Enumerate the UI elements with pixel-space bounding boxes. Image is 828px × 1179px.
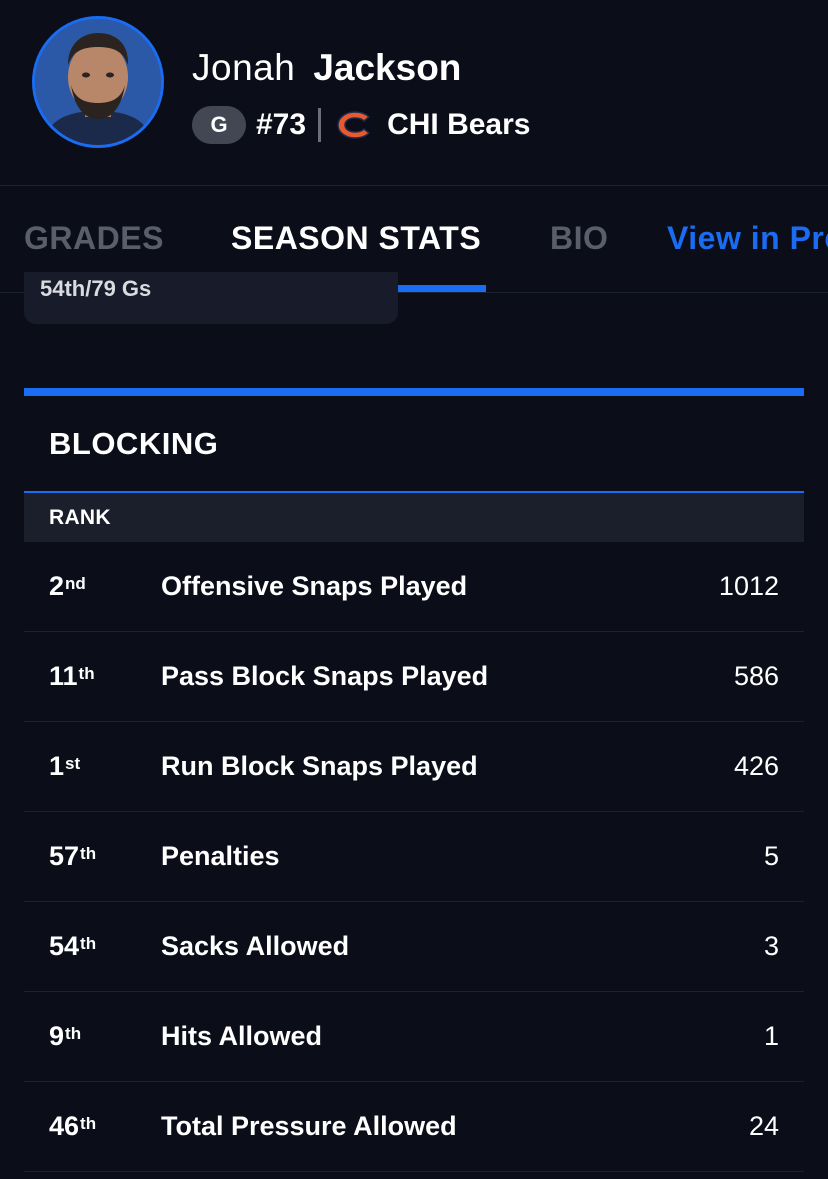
stats-table: 2nd Offensive Snaps Played 1012 11th Pas… [24,542,804,1172]
table-row: 2nd Offensive Snaps Played 1012 [24,542,804,632]
row-value: 1012 [718,571,779,601]
row-value: 3 [763,931,779,961]
rank-suffix: nd [65,574,86,593]
table-row: 54th Sacks Allowed 3 [24,902,804,992]
player-name: Jonah Jackson [192,44,461,92]
section-divider [24,491,804,493]
row-value: 1 [763,1021,779,1051]
section-accent-bar [24,388,804,396]
row-label: Penalties [161,841,280,871]
rank-suffix: th [80,844,97,863]
row-value: 586 [733,661,779,691]
previous-stat-card: 54th/79 Gs [24,272,398,324]
rank-suffix: th [65,1024,82,1043]
rank-suffix: th [80,934,97,953]
row-rank: 1st [49,750,80,782]
player-avatar [32,16,164,148]
rank-number: 1 [49,751,65,781]
tab-bar: GRADES SEASON STATS BIO View in Pre [0,186,828,293]
row-label: Sacks Allowed [161,931,350,961]
rank-number: 9 [49,1021,65,1051]
row-value: 5 [763,841,779,871]
row-label: Hits Allowed [161,1021,323,1051]
table-row: 11th Pass Block Snaps Played 586 [24,632,804,722]
rank-suffix: th [78,664,95,683]
row-value: 426 [733,751,779,781]
rank-number: 57 [49,841,80,871]
rank-number: 2 [49,571,65,601]
rank-number: 46 [49,1111,80,1141]
row-label: Pass Block Snaps Played [161,661,489,691]
table-row: 57th Penalties 5 [24,812,804,902]
rank-column-header: RANK [24,493,804,542]
team-name[interactable]: CHI Bears [387,108,531,141]
row-label: Offensive Snaps Played [161,571,468,601]
player-first-name: Jonah [192,47,296,88]
rank-number: 54 [49,931,80,961]
player-last-name: Jackson [313,47,462,88]
player-header: Jonah Jackson G #73 CHI Bears [0,0,828,186]
row-rank: 2nd [49,570,86,602]
row-rank: 11th [49,660,95,692]
table-row: 1st Run Block Snaps Played 426 [24,722,804,812]
jersey-number: #73 [256,108,307,141]
rank-number: 11 [49,661,78,691]
tab-view-in-premium-link[interactable]: View in Pre [667,220,828,256]
position-badge: G [192,106,246,144]
section-title: BLOCKING [49,426,219,461]
table-row: 46th Total Pressure Allowed 24 [24,1082,804,1172]
row-rank: 46th [49,1110,96,1142]
rank-suffix: st [65,754,81,773]
player-meta: G #73 CHI Bears [192,104,530,146]
tab-grades[interactable]: GRADES [24,220,164,256]
bears-c-logo-icon [337,111,371,139]
row-label: Run Block Snaps Played [161,751,478,781]
row-label: Total Pressure Allowed [161,1111,457,1141]
row-rank: 9th [49,1020,81,1052]
rank-header-label: RANK [49,506,111,529]
player-photo-icon [35,19,161,145]
row-rank: 54th [49,930,96,962]
table-row: 9th Hits Allowed 1 [24,992,804,1082]
meta-divider [318,108,322,142]
rank-suffix: th [80,1114,97,1133]
tab-season-stats[interactable]: SEASON STATS [231,220,482,256]
tab-bio[interactable]: BIO [550,220,609,256]
row-rank: 57th [49,840,96,872]
row-value: 24 [748,1111,779,1141]
previous-card-text: 54th/79 Gs [40,276,152,301]
